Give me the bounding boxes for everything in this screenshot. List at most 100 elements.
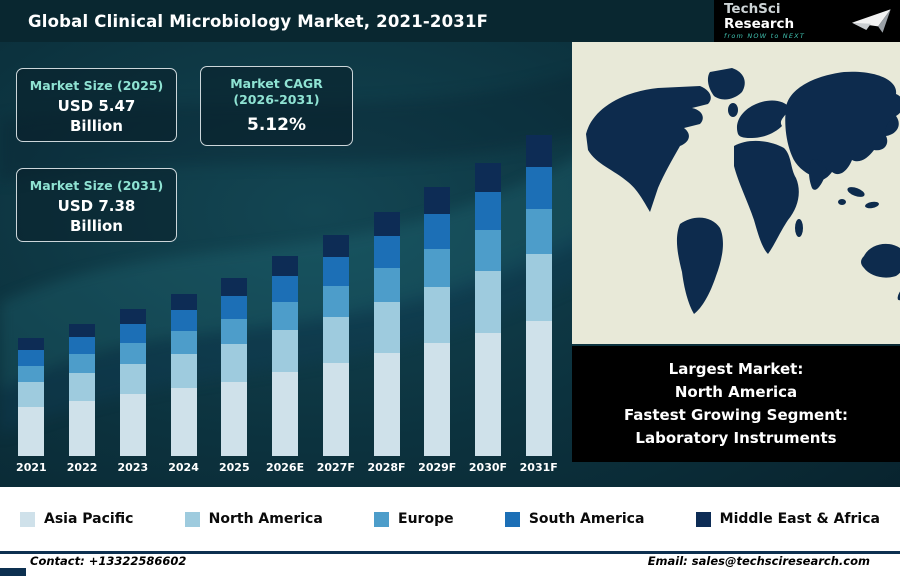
legend-label: South America <box>528 511 645 527</box>
legend-item-asia-pacific: Asia Pacific <box>20 511 133 527</box>
bar-segment-asia-pacific <box>221 381 248 456</box>
bar-slot <box>57 324 108 456</box>
bar-2030F <box>474 162 501 456</box>
stat-value: USD 5.47 <box>57 97 136 116</box>
bar-segment-north-america <box>119 363 146 395</box>
bar-slot <box>107 309 158 456</box>
market-highlight-box: Largest Market: North America Fastest Gr… <box>572 346 900 462</box>
bar-segment-middle-east-africa <box>170 294 197 311</box>
stat-box-market-size-2025: Market Size (2025) USD 5.47 Billion <box>16 68 177 142</box>
bar-segment-asia-pacific <box>272 372 299 456</box>
bar-segment-south-america <box>525 167 552 209</box>
stat-value: 5.12% <box>247 114 306 135</box>
largest-market-value: North America <box>674 382 798 401</box>
bar-segment-asia-pacific <box>18 406 45 456</box>
stat-box-market-size-2031: Market Size (2031) USD 7.38 Billion <box>16 168 177 242</box>
logo-brand-part1: TechSci <box>724 0 781 17</box>
bar-segment-north-america <box>474 271 501 333</box>
bar-segment-middle-east-africa <box>18 338 45 351</box>
bar-segment-asia-pacific <box>119 394 146 456</box>
contact-email: Email: sales@techsciresearch.com <box>647 554 870 568</box>
bar-slot <box>361 211 412 456</box>
bar-segment-middle-east-africa <box>525 135 552 168</box>
bar-slot <box>412 186 463 456</box>
bar-segment-north-america <box>373 302 400 354</box>
bar-segment-middle-east-africa <box>119 309 146 324</box>
bar-2029F <box>424 186 451 456</box>
bar-segment-middle-east-africa <box>69 324 96 338</box>
x-axis-labels: 2021 2022 2023 2024 2025 2026E 2027F 2028F 2029F… <box>6 461 564 474</box>
x-label-2026E: 2026E <box>265 461 305 474</box>
stat-label: Market Size (2031) <box>29 178 164 193</box>
bar-slot <box>158 294 209 456</box>
page-title: Global Clinical Microbiology Market, 202… <box>28 11 489 31</box>
bar-segment-asia-pacific <box>525 321 552 456</box>
bar-segment-south-america <box>119 323 146 344</box>
legend-label: Asia Pacific <box>44 511 134 527</box>
largest-market-label: Largest Market: <box>668 359 804 378</box>
logo-brand-part2: Research <box>724 16 795 33</box>
bar-segment-asia-pacific <box>373 353 400 456</box>
stat-value: USD 7.38 <box>57 197 136 216</box>
legend-item-middle-east-africa: Middle East & Africa <box>695 511 880 527</box>
bar-slot <box>513 135 564 456</box>
bar-segment-europe <box>474 230 501 272</box>
fastest-segment-value: Laboratory Instruments <box>635 429 837 448</box>
stat-label: (2026-2031) <box>233 92 320 108</box>
bar-segment-north-america <box>170 354 197 388</box>
bar-2022 <box>69 324 96 456</box>
x-label-2030F: 2030F <box>468 461 508 474</box>
bar-segment-europe <box>170 331 197 355</box>
footer-row: Contact: +13322586602 Email: sales@techs… <box>0 554 900 568</box>
footer-divider <box>0 551 900 554</box>
legend-label: Middle East & Africa <box>719 511 880 527</box>
x-label-2028F: 2028F <box>367 461 406 474</box>
contact-phone: Contact: +13322586602 <box>30 554 187 568</box>
bar-slot <box>209 278 260 456</box>
bar-2023 <box>119 309 146 456</box>
bar-segment-asia-pacific <box>424 342 451 456</box>
bars <box>6 56 564 456</box>
bar-segment-europe <box>525 208 552 254</box>
paper-plane-icon <box>851 9 891 33</box>
bar-segment-south-america <box>474 192 501 231</box>
legend-item-north-america: North America <box>184 511 323 527</box>
bar-segment-north-america <box>18 381 45 407</box>
bar-slot <box>260 255 311 456</box>
stat-box-market-cagr: Market CAGR (2026-2031) 5.12% <box>200 66 353 146</box>
x-label-2027F: 2027F <box>316 461 355 474</box>
x-label-2025: 2025 <box>218 461 250 474</box>
world-map <box>572 42 900 344</box>
bar-segment-europe <box>424 248 451 287</box>
legend-swatch <box>184 511 200 527</box>
bar-segment-south-america <box>69 337 96 355</box>
x-label-2023: 2023 <box>117 461 149 474</box>
logo-tagline: from NOW to NEXT <box>724 31 805 40</box>
legend-item-europe: Europe <box>374 511 454 527</box>
stat-label: Market Size (2025) <box>29 78 164 93</box>
bar-2021 <box>18 338 45 456</box>
bar-segment-middle-east-africa <box>322 234 349 257</box>
stat-unit: Billion <box>70 216 123 235</box>
bar-segment-europe <box>119 343 146 364</box>
footer-bottom-bar <box>0 568 26 576</box>
bar-segment-asia-pacific <box>170 387 197 456</box>
chart-legend: Asia Pacific North America Europe South Ame… <box>0 487 900 551</box>
bar-segment-middle-east-africa <box>373 211 400 237</box>
x-label-2024: 2024 <box>168 461 199 474</box>
x-label-2021: 2021 <box>16 461 47 474</box>
logo-text: TechSci Research from NOW to NEXT <box>724 0 843 41</box>
legend-swatch <box>374 511 390 527</box>
bar-segment-south-america <box>221 296 248 320</box>
bar-2031F <box>525 135 552 456</box>
bar-segment-north-america <box>322 316 349 364</box>
bar-segment-europe <box>322 285 349 317</box>
bar-segment-north-america <box>424 286 451 343</box>
bar-segment-middle-east-africa <box>424 186 451 214</box>
bar-segment-north-america <box>221 344 248 382</box>
x-label-2022: 2022 <box>66 461 98 474</box>
bar-2025 <box>221 278 248 456</box>
bar-segment-asia-pacific <box>474 332 501 456</box>
bar-2028F <box>373 211 400 456</box>
